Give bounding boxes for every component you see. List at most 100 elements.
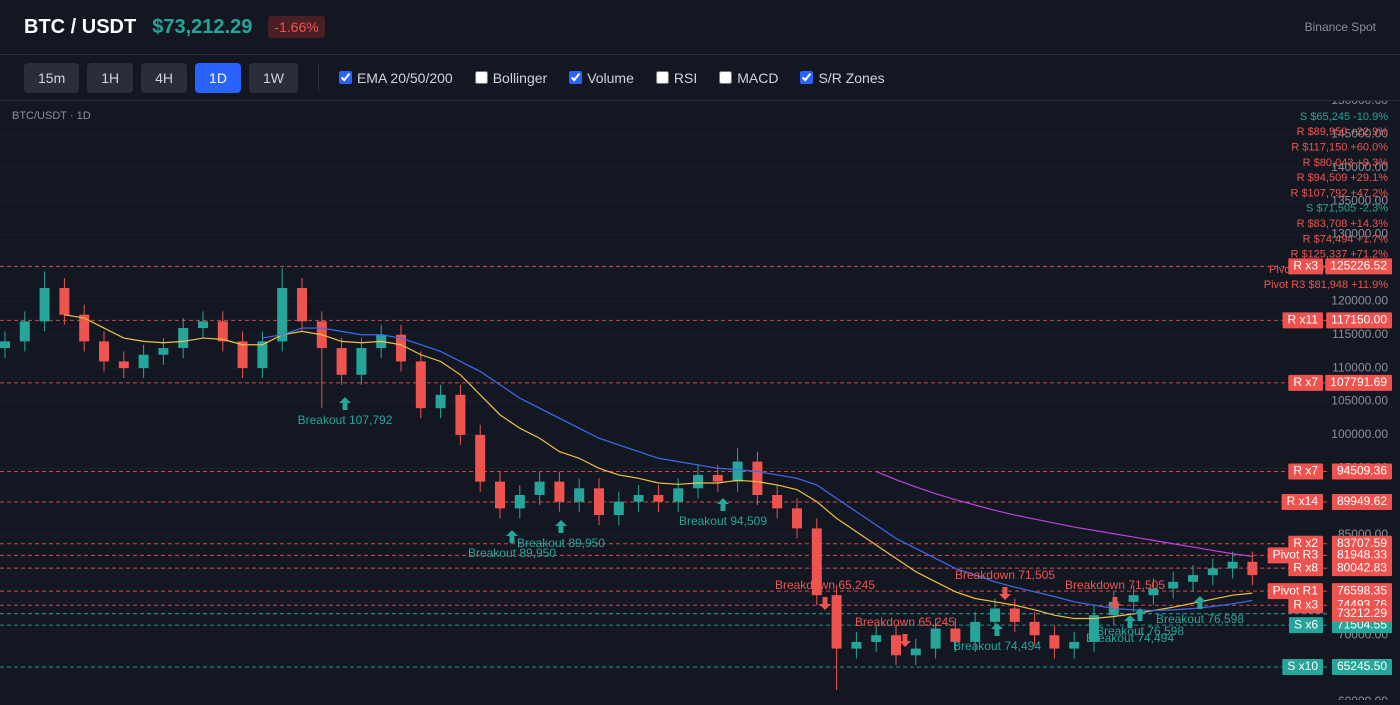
candle-body <box>415 361 426 409</box>
zone-tag-box <box>1282 658 1323 675</box>
y-tick-label: 140000.00 <box>1331 160 1388 174</box>
candle-body <box>59 287 70 315</box>
last-price-tag: 73212.29 <box>1331 605 1392 622</box>
zone-price: 94509.36 <box>1331 463 1392 480</box>
chart: BTC/USDT · 1D 150000.00 145000.00 140000.0… <box>0 93 1392 705</box>
timeframe-button[interactable]: 1D <box>195 62 241 93</box>
candle-body <box>891 635 901 656</box>
candle-body <box>594 488 604 516</box>
zone-tag-text: R x3 <box>1293 259 1318 273</box>
signal-label: Breakout 107,792 <box>298 413 393 427</box>
checkbox[interactable] <box>719 71 733 84</box>
zone-tag-text: Pivot R1 <box>1273 583 1319 597</box>
zone-price-text: 80042.83 <box>1337 560 1387 574</box>
signal-label: Breakout 89,950 <box>517 536 605 550</box>
candle-body <box>455 394 466 435</box>
checkbox[interactable] <box>569 71 583 84</box>
zone-tag-text: R x11 <box>1288 313 1319 327</box>
y-tick-label: 100000.00 <box>1331 427 1388 441</box>
signal-label: Breakout 76,598 <box>1156 612 1244 626</box>
candle-body <box>0 341 10 349</box>
y-tick-label: 135000.00 <box>1331 193 1388 207</box>
candle-body <box>653 494 664 502</box>
separator <box>317 63 319 92</box>
ema-line <box>875 471 1253 558</box>
toggle[interactable]: EMA 20/50/200 <box>338 69 453 86</box>
zone-tag-box <box>1288 463 1323 480</box>
candle-body <box>277 287 288 342</box>
checkbox[interactable] <box>338 71 352 84</box>
zone-tag: Pivot R1 <box>1267 583 1323 600</box>
zone-price-text: 81948.33 <box>1337 548 1387 562</box>
candle-body <box>435 394 446 409</box>
ema-line <box>262 327 1253 612</box>
y-tick-label: 60000.00 <box>1338 694 1388 700</box>
zone-tag: R x3 <box>1288 597 1323 614</box>
toggle-label: Volume <box>587 69 634 86</box>
timeframe-button[interactable]: 15m <box>24 62 80 93</box>
zone-price: 117150.00 <box>1326 312 1392 329</box>
level-list-item: S $71,505 -2.3% <box>1306 203 1388 215</box>
signal-arrow <box>1109 597 1121 610</box>
signal-arrow <box>1124 615 1136 628</box>
last-price-tag-text: 73212.29 <box>1337 606 1387 620</box>
candle-body <box>851 641 862 649</box>
signal-arrow <box>819 597 831 610</box>
level-list-item: R $89,950 +22.9% <box>1297 126 1389 138</box>
toggle[interactable]: MACD <box>719 70 778 86</box>
timeframe-button[interactable]: 1H <box>87 62 134 93</box>
toggle[interactable]: S/R Zones <box>800 69 885 86</box>
zone-tag-box <box>1288 597 1323 614</box>
candle-body <box>950 628 961 642</box>
candle-body <box>613 501 624 516</box>
checkbox[interactable] <box>800 71 814 84</box>
timeframe-button[interactable]: 4H <box>141 62 188 93</box>
zone-tag: R x8 <box>1288 560 1323 577</box>
toggle[interactable]: RSI <box>655 70 697 86</box>
zone-price-text: 83707.59 <box>1337 536 1387 550</box>
level-list-item: S $65,245 -10.9% <box>1300 111 1388 123</box>
zone-tag: R x14 <box>1281 494 1323 511</box>
zone-price: 107791.69 <box>1325 374 1392 391</box>
y-tick-label: 145000.00 <box>1331 127 1388 141</box>
checkbox[interactable] <box>474 71 488 84</box>
zone-tag-text: R x2 <box>1293 536 1318 550</box>
y-tick-label: 110000.00 <box>1332 360 1388 374</box>
toggle-label: EMA 20/50/200 <box>356 69 453 86</box>
zone-tag-box <box>1281 494 1323 511</box>
toggle-label: S/R Zones <box>818 69 885 86</box>
candle-body <box>534 481 545 495</box>
signal-arrow <box>506 530 518 543</box>
candle-body <box>1049 635 1060 649</box>
zone-price-box <box>1331 658 1392 675</box>
candle-body <box>1247 561 1258 576</box>
signal-arrow <box>717 498 729 511</box>
timeframe-button[interactable]: 1W <box>248 62 298 93</box>
level-list-item: R $74,494 +1.7% <box>1303 233 1389 245</box>
zone-price-box <box>1331 560 1392 577</box>
zone-price-box <box>1331 583 1392 600</box>
signal-label: Breakout 74,494 <box>1086 631 1174 645</box>
candle-body <box>118 361 129 369</box>
zone-price-text: 65245.50 <box>1337 659 1387 673</box>
candle-body <box>297 287 307 322</box>
checkbox[interactable] <box>655 71 669 84</box>
candle-body <box>257 341 268 369</box>
candle-body <box>356 348 367 375</box>
zone-tag-box <box>1267 583 1323 600</box>
candle-body <box>138 354 149 369</box>
zone-price: 65245.50 <box>1331 658 1392 675</box>
toggle[interactable]: Volume <box>569 70 634 86</box>
toggle[interactable]: Bollinger <box>474 70 547 86</box>
candle-body <box>514 494 525 509</box>
signal-label: Breakdown 65,245 <box>855 615 955 629</box>
candle-body <box>1168 581 1179 589</box>
zone-price-text: 107791.69 <box>1330 375 1387 389</box>
signal-arrow <box>999 587 1011 600</box>
candle-body <box>336 348 347 375</box>
zone-tag: R x3 <box>1288 258 1323 275</box>
signal-label: Breakout 76,598 <box>1096 624 1184 638</box>
zone-tag-text: R x7 <box>1293 375 1318 389</box>
signal-arrow <box>899 634 911 647</box>
